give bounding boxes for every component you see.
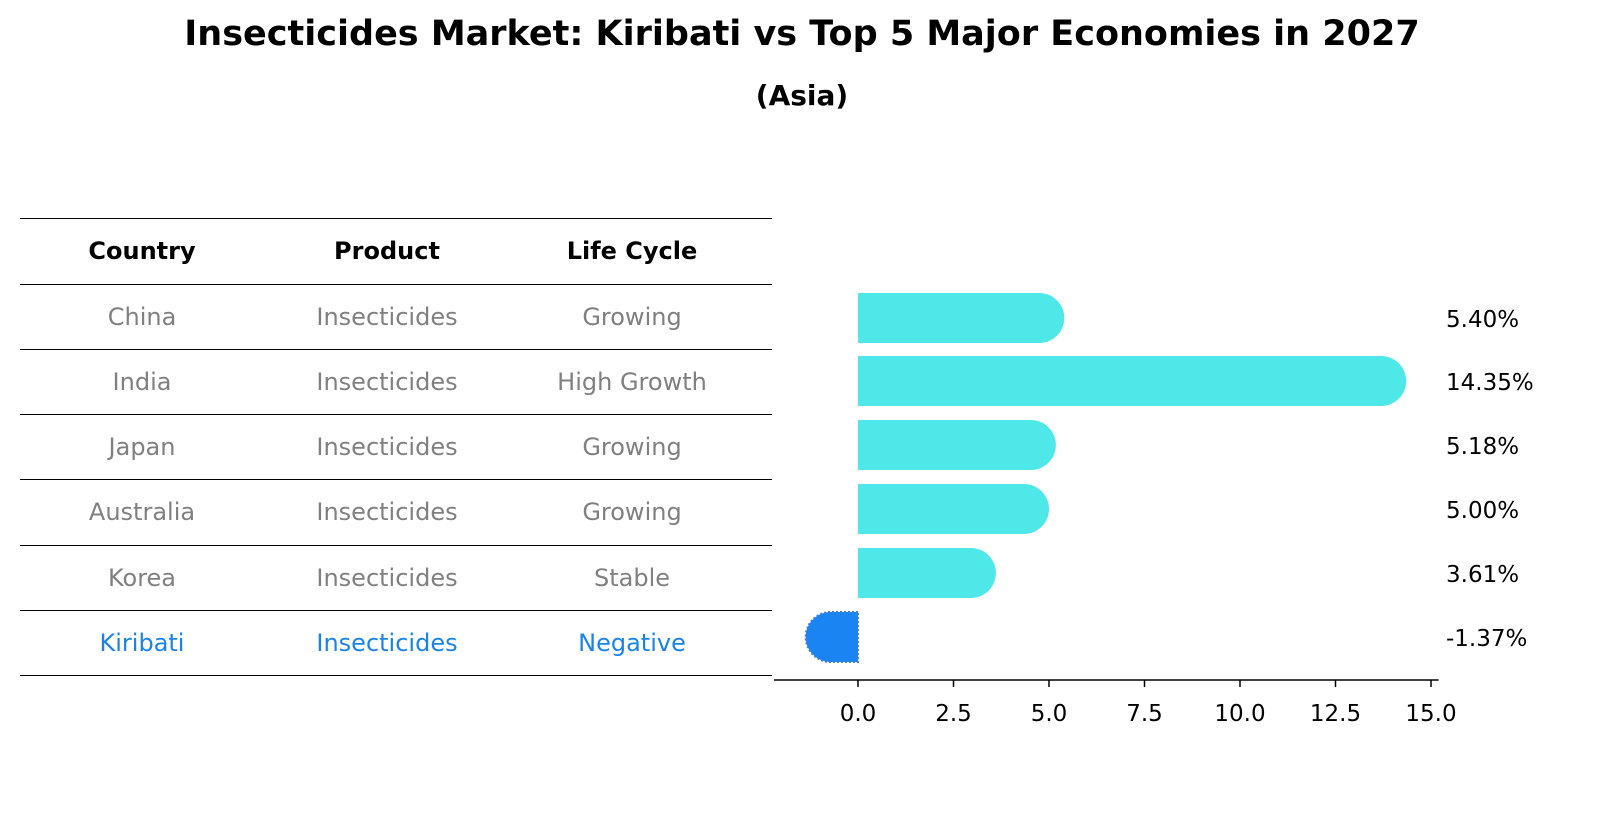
x-tick-label: 15.0 (1405, 701, 1456, 727)
table-cell: China (107, 303, 177, 331)
table-rule (20, 610, 772, 611)
table-rule (20, 414, 772, 415)
table-rule (20, 675, 772, 676)
data-table: Country Product Life Cycle China Insecticide… (0, 0, 780, 823)
table-cell: Insecticides (316, 498, 458, 526)
table-cell: Japan (108, 433, 176, 461)
table-cell: Insecticides (316, 303, 458, 331)
table-cell: Kiribati (99, 629, 185, 657)
table-rule (20, 479, 772, 480)
data-label: -1.37% (1446, 626, 1527, 652)
table-cell: High Growth (557, 368, 707, 396)
table-rule (20, 284, 772, 285)
bar-japan (858, 420, 1056, 470)
bar-korea (858, 548, 996, 598)
table-rule (20, 349, 772, 350)
table-header-cell: Product (334, 237, 440, 265)
bar-india (858, 356, 1407, 406)
table-cell: Stable (593, 564, 671, 592)
table-cell: Korea (107, 564, 177, 592)
x-tick-label: 2.5 (935, 701, 972, 727)
table-cell: India (112, 368, 172, 396)
table-rule (20, 545, 772, 546)
table-cell: Growing (582, 433, 682, 461)
x-tick-label: 12.5 (1310, 701, 1361, 727)
table-rule (20, 218, 772, 219)
table-cell: Negative (578, 629, 686, 657)
table-cell: Insecticides (316, 629, 458, 657)
table-cell: Insecticides (316, 433, 458, 461)
data-label: 5.00% (1446, 498, 1519, 524)
bar-kiribati (804, 611, 859, 663)
table-header-cell: Life Cycle (566, 237, 698, 265)
x-tick-label: 5.0 (1031, 701, 1068, 727)
chart-subtitle: (Asia) (755, 79, 849, 112)
data-label: 14.35% (1446, 370, 1534, 396)
chart-title: Insecticides Market: Kiribati vs Top 5 M… (184, 14, 1420, 54)
x-tick-label: 0.0 (840, 701, 877, 727)
table-cell: Insecticides (316, 564, 458, 592)
bar-china (858, 293, 1065, 343)
table-cell: Growing (582, 303, 682, 331)
data-label: 5.18% (1446, 434, 1519, 460)
table-cell: Australia (88, 498, 196, 526)
table-cell: Insecticides (316, 368, 458, 396)
x-tick-label: 7.5 (1126, 701, 1163, 727)
table-header-cell: Country (88, 237, 196, 265)
x-tick-label: 10.0 (1214, 701, 1265, 727)
data-label: 3.61% (1446, 562, 1519, 588)
table-cell: Growing (582, 498, 682, 526)
data-label: 5.40% (1446, 307, 1519, 333)
bar-australia (858, 484, 1049, 534)
